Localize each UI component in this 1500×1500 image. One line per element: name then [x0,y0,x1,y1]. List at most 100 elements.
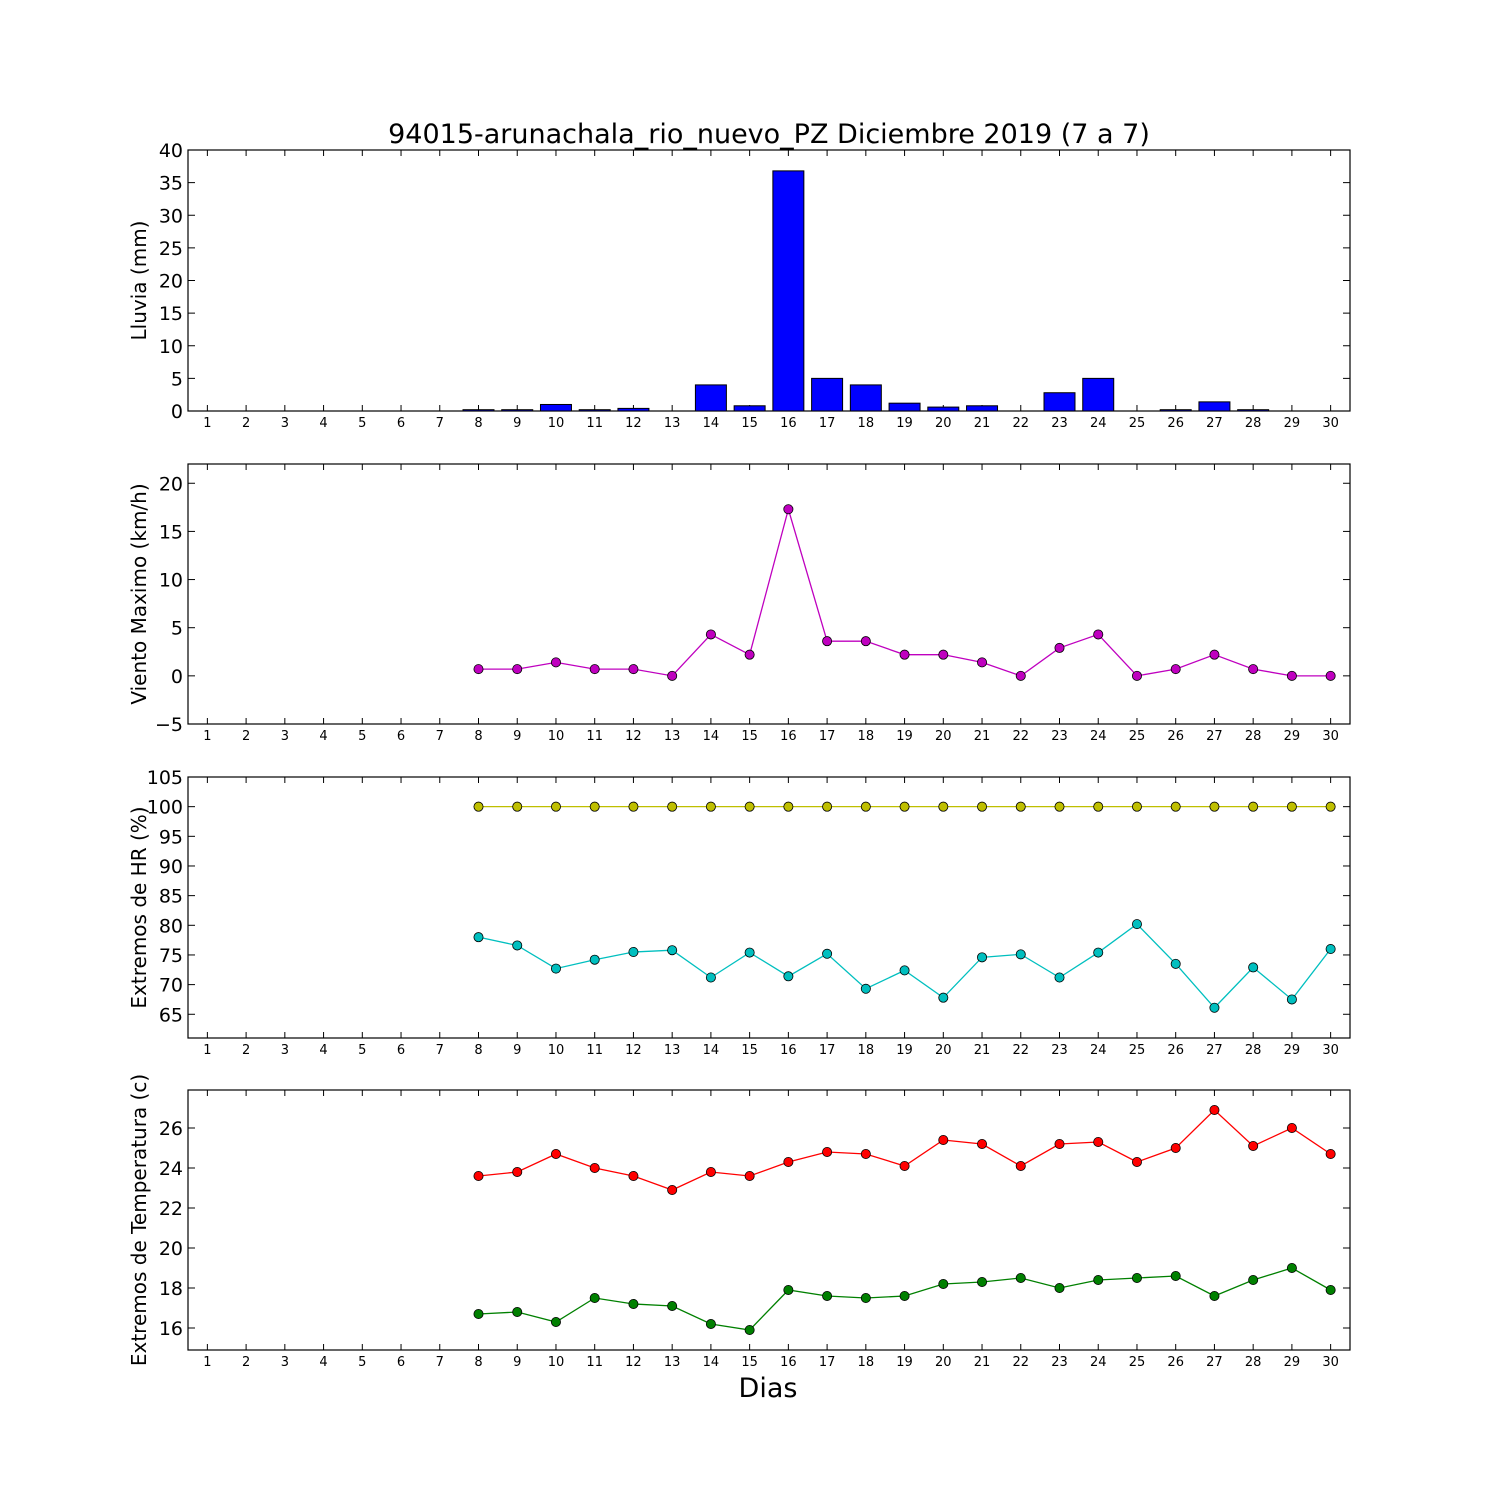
x-tick-label: 16 [780,416,797,431]
x-tick-label: 5 [358,416,366,431]
data-point [1248,1141,1259,1152]
rain-bar [462,409,495,412]
y-tick-label: 100 [147,797,183,819]
plot-frame [187,149,1351,412]
rain-bar [966,405,999,412]
data-point [473,1309,484,1320]
y-tick-label: 95 [159,826,183,848]
x-tick-label: 10 [548,416,565,431]
x-tick-label: 9 [513,416,521,431]
rain-bar [772,170,805,412]
data-point [589,1163,600,1174]
data-point [1209,649,1220,660]
x-tick-label: 24 [1090,729,1107,744]
y-tick-label: 10 [159,570,183,592]
x-tick-label: 14 [703,416,720,431]
data-point [822,636,833,647]
y-tick-label: 25 [159,238,183,260]
data-point [473,664,484,675]
data-point [473,932,484,943]
data-point [977,952,988,963]
rain-bar [811,377,844,412]
data-point [705,1167,716,1178]
data-point [822,1291,833,1302]
x-tick-label: 28 [1245,1355,1262,1370]
x-tick-label: 26 [1167,1043,1184,1058]
data-point [1054,642,1065,653]
data-point [1054,1283,1065,1294]
data-point [1170,958,1181,969]
y-axis-label: Extremos de HR (%) [127,806,151,1008]
data-point [1131,670,1142,681]
x-tick-label: 14 [703,729,720,744]
plot-frame [187,1089,1351,1351]
data-point [783,1285,794,1296]
data-point [1015,949,1026,960]
data-point [899,965,910,976]
y-tick-label: 15 [159,521,183,543]
data-point [1015,1273,1026,1284]
x-tick-label: 10 [548,729,565,744]
x-tick-label: 2 [242,416,250,431]
x-tick-label: 7 [436,1043,444,1058]
data-point [1248,962,1259,973]
data-point [1248,1275,1259,1286]
x-tick-label: 30 [1322,1355,1339,1370]
data-point [1209,801,1220,812]
data-point [899,801,910,812]
x-tick-label: 30 [1322,729,1339,744]
x-tick-label: 21 [974,1043,991,1058]
data-point [977,657,988,668]
x-tick-label: 28 [1245,1043,1262,1058]
x-tick-label: 1 [203,1043,211,1058]
x-tick-label: 28 [1245,416,1262,431]
y-tick-label: 75 [159,945,183,967]
data-point [1286,994,1297,1005]
y-tick-label: 90 [159,856,183,878]
rain-bar [1159,409,1192,412]
data-point [628,1171,639,1182]
x-tick-label: 19 [896,416,913,431]
x-tick-label: 14 [703,1043,720,1058]
y-tick-label: 80 [159,915,183,937]
y-tick-label: 0 [171,666,183,688]
y-tick-label: 0 [171,401,183,423]
rain-bar [617,407,650,412]
x-tick-label: 26 [1167,1355,1184,1370]
data-point [473,801,484,812]
data-point [1131,919,1142,930]
x-tick-label: 11 [586,1043,603,1058]
y-tick-label: 24 [159,1158,183,1180]
data-point [1286,801,1297,812]
data-point [744,1325,755,1336]
y-axis-label: Lluvia (mm) [127,221,151,341]
x-tick-label: 17 [819,729,836,744]
data-point [1170,801,1181,812]
x-tick-label: 17 [819,416,836,431]
data-point [1248,664,1259,675]
x-tick-label: 19 [896,729,913,744]
rain-bar [1198,401,1231,412]
x-tick-label: 11 [586,729,603,744]
x-tick-label: 27 [1206,1355,1223,1370]
data-point [589,954,600,965]
x-tick-label: 2 [242,1355,250,1370]
x-tick-label: 17 [819,1043,836,1058]
x-tick-label: 6 [397,729,405,744]
data-point [938,801,949,812]
y-tick-label: 70 [159,975,183,997]
x-tick-label: 22 [1012,416,1029,431]
x-tick-label: 4 [319,729,327,744]
data-point [783,1157,794,1168]
rain-bar [501,409,534,412]
x-axis-label: Dias [739,1373,798,1404]
x-tick-label: 16 [780,1355,797,1370]
y-tick-label: 20 [159,271,183,293]
data-point [512,664,523,675]
x-tick-label: 8 [474,1355,482,1370]
x-tick-label: 23 [1051,416,1068,431]
x-tick-label: 9 [513,729,521,744]
data-point [1015,670,1026,681]
x-tick-label: 23 [1051,1043,1068,1058]
